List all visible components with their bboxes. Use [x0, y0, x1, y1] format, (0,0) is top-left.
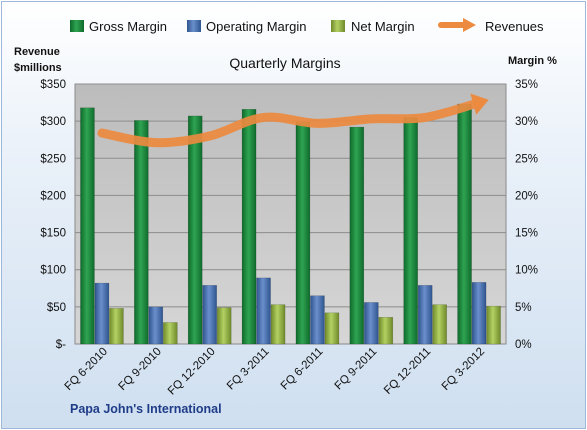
left-axis-title-line2: $millions [14, 62, 62, 74]
revenues-arrowhead [470, 93, 489, 115]
gross-margin-bar [187, 115, 203, 345]
left-tick-label: $250 [40, 153, 66, 165]
gross-margin-bar [241, 109, 257, 345]
gross-margin-bar [295, 121, 311, 345]
right-axis-title: Margin % [508, 55, 557, 67]
left-tick-label: $50 [47, 302, 66, 314]
gross-margin-bar [80, 107, 95, 345]
x-tick-label: FQ 6-2010 [63, 346, 110, 393]
legend-label-operating-margin: Operating Margin [206, 19, 306, 34]
right-tick-label: 0% [515, 339, 532, 351]
right-tick-label: 30% [515, 116, 538, 128]
right-tick-label: 15% [515, 228, 538, 240]
left-tick-label: $300 [40, 116, 66, 128]
legend-swatch-operating-margin [187, 20, 201, 32]
operating-margin-bar [417, 285, 433, 345]
footer-company-name: Papa John's International [70, 402, 222, 416]
x-tick-label: FQ 3-2011 [225, 346, 272, 393]
net-margin-bar [378, 317, 394, 345]
x-axis-ticks: FQ 6-2010 FQ 9-2010 FQ 12-2010 FQ 3-2011 FQ … [63, 346, 487, 398]
left-tick-label: $200 [40, 190, 66, 202]
right-tick-label: 5% [515, 302, 532, 314]
operating-margin-bar [256, 277, 271, 345]
x-tick-label: FQ 9-2011 [333, 346, 380, 393]
chart-title: Quarterly Margins [229, 55, 340, 71]
legend-label-revenues: Revenues [485, 19, 544, 34]
operating-margin-bar [471, 282, 487, 345]
x-tick-label: FQ 9-2010 [117, 346, 164, 393]
left-axis-title-line1: Revenue [14, 46, 60, 58]
operating-margin-bar [202, 285, 217, 345]
legend-label-net-margin: Net Margin [351, 19, 415, 34]
legend-label-gross-margin: Gross Margin [89, 19, 167, 34]
net-margin-bar [432, 304, 447, 345]
bars [80, 103, 501, 345]
operating-margin-bar [364, 302, 379, 345]
revenue-line-layer [97, 93, 489, 148]
x-tick-label: FQ 12-2011 [382, 346, 433, 397]
net-margin-bar [324, 312, 340, 345]
net-margin-bar [486, 305, 501, 345]
left-tick-label: $350 [40, 79, 66, 91]
revenues-line [97, 98, 484, 148]
operating-margin-bar [310, 295, 325, 345]
left-tick-label: $100 [40, 265, 66, 277]
right-tick-label: 25% [515, 153, 538, 165]
right-tick-label: 20% [515, 190, 538, 202]
right-axis-ticks: 0% 5% 10% 15% 20% 25% 30% 35% [515, 79, 538, 351]
right-tick-label: 10% [515, 265, 538, 277]
left-tick-label: $- [56, 339, 66, 351]
legend-swatch-gross-margin [70, 20, 84, 32]
left-axis-ticks: $- $50 $100 $150 $200 $250 $300 $350 [40, 79, 66, 351]
net-margin-bar [270, 304, 286, 345]
net-margin-bar [163, 322, 178, 345]
legend-swatch-revenues-arrowhead [463, 18, 476, 32]
legend-swatch-net-margin [331, 20, 345, 32]
operating-margin-bar [148, 306, 164, 345]
legend: Gross Margin Operating Margin Net Margin… [70, 18, 544, 34]
x-tick-label: FQ 12-2010 [166, 346, 218, 398]
operating-margin-bar [94, 282, 110, 345]
right-tick-label: 35% [515, 79, 538, 91]
gross-margin-bar [349, 126, 365, 345]
net-margin-bar [216, 307, 232, 345]
gross-margin-bar [457, 103, 472, 345]
x-tick-label: FQ 6-2011 [279, 346, 326, 393]
gross-margin-bar [403, 117, 418, 345]
left-tick-label: $150 [40, 228, 66, 240]
net-margin-bar [109, 308, 124, 345]
gross-margin-bar [134, 120, 149, 345]
x-tick-label: FQ 3-2012 [440, 346, 487, 393]
